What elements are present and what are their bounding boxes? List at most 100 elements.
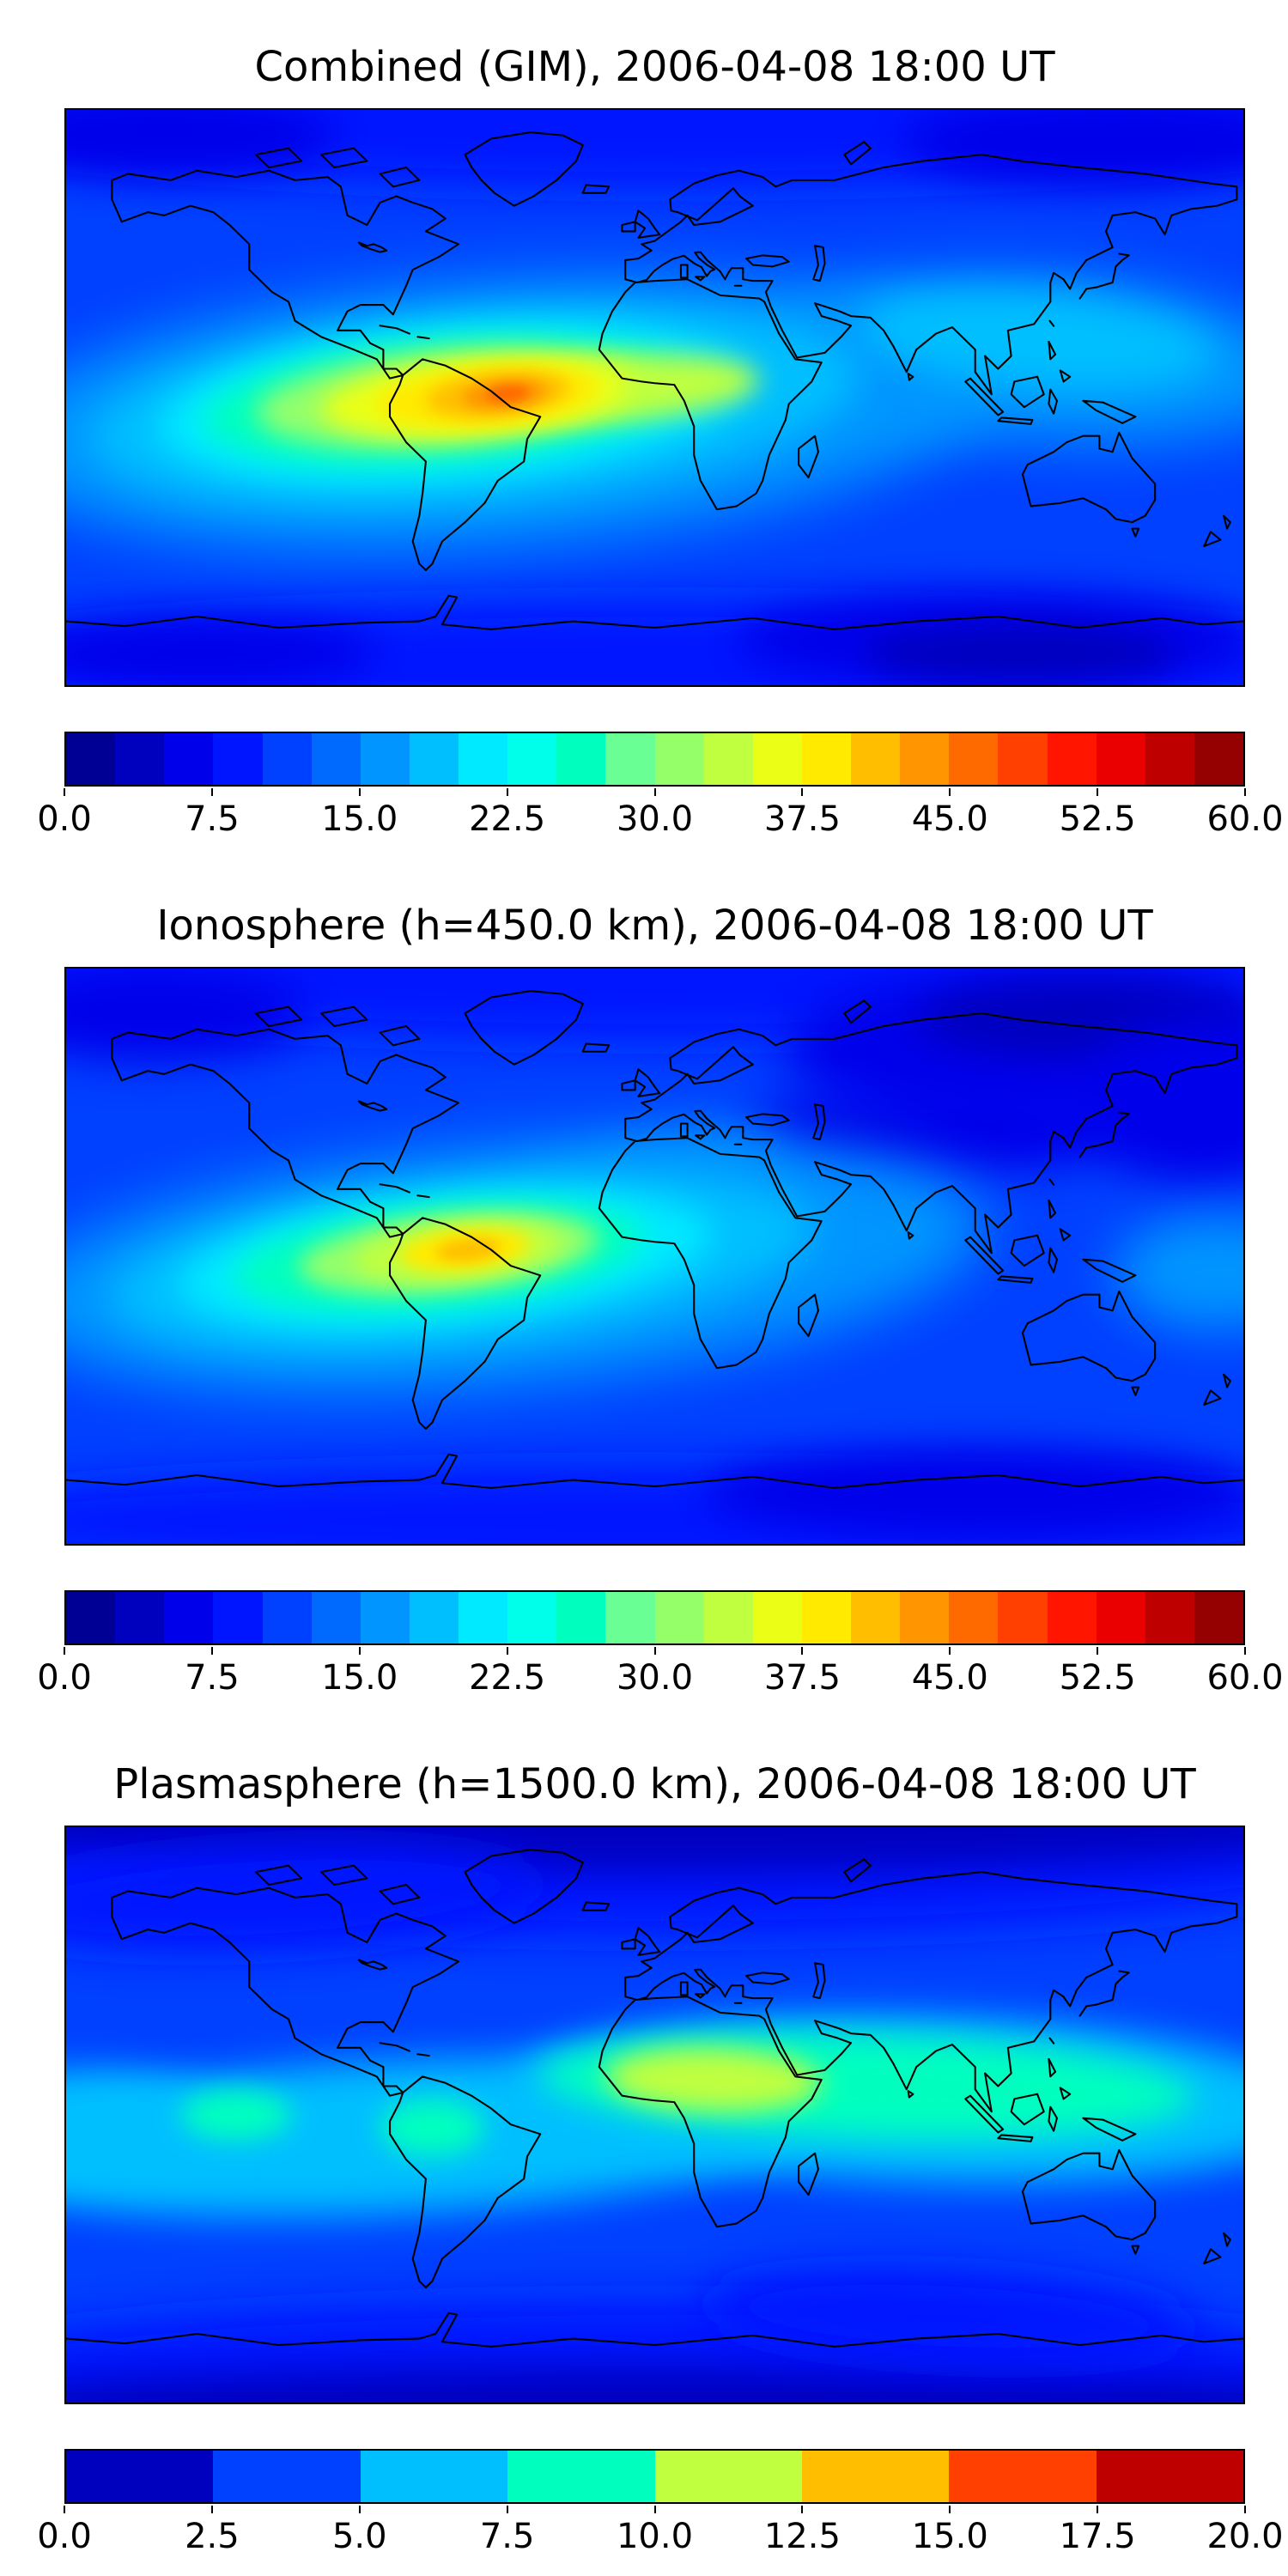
- colorbar-tick-label: 15.0: [911, 2517, 988, 2556]
- colorbar-tick-label: 30.0: [616, 1658, 694, 1698]
- colorbar-combined: [64, 732, 1245, 787]
- colorbar-segment: [654, 2451, 802, 2502]
- colorbar-segment: [311, 733, 361, 785]
- colorbar-tick-label: 37.5: [763, 799, 841, 839]
- coastlines: [66, 131, 1243, 630]
- colorbar-segment: [703, 1592, 753, 1643]
- colorbar-ionosphere: [64, 1590, 1245, 1645]
- colorbar-tick-label: 0.0: [37, 2517, 92, 2556]
- colorbar-segment: [605, 733, 655, 785]
- colorbar-tick-label: 17.5: [1059, 2517, 1136, 2556]
- colorbar-segment: [801, 733, 851, 785]
- colorbar-ticks-ionosphere: 0.0 7.5 15.0 22.5 30.0 37.5 45.0 52.5 60.0: [37, 1645, 1284, 1717]
- colorbar-tick-label: 37.5: [763, 1658, 841, 1698]
- colorbar-segment: [213, 1592, 263, 1643]
- colorbar-segment: [507, 2451, 655, 2502]
- colorbar-tick-mark: [1097, 2506, 1099, 2513]
- colorbar-segment: [262, 1592, 312, 1643]
- colorbar-segment: [164, 1592, 214, 1643]
- colorbar-segment: [949, 733, 999, 785]
- colorbar-tick-mark: [210, 2506, 213, 2513]
- colorbar-segment: [1096, 2451, 1243, 2502]
- colorbar-segment: [507, 733, 557, 785]
- colorbar-ticks-plasmasphere: 0.0 2.5 5.0 7.5 10.0 12.5 15.0 17.5 20.0: [37, 2504, 1284, 2576]
- colorbar-segment: [1096, 733, 1145, 785]
- colorbar-tick-label: 52.5: [1059, 1658, 1136, 1698]
- colorbar-segment: [459, 1592, 508, 1643]
- colorbar-segment: [507, 1592, 557, 1643]
- coastlines: [66, 990, 1243, 1489]
- colorbar-segment: [213, 733, 263, 785]
- colorbar-segment: [66, 1592, 116, 1643]
- colorbar-segment: [164, 733, 214, 785]
- panel-combined-gim: Combined (GIM), 2006-04-08 18:00 UT 0.0 7…: [0, 0, 1288, 859]
- colorbar-tick-label: 52.5: [1059, 799, 1136, 839]
- colorbar-tick-label: 22.5: [469, 1658, 546, 1698]
- colorbar-tick-label: 45.0: [911, 1658, 988, 1698]
- colorbar-tick-label: 15.0: [321, 1658, 398, 1698]
- colorbar-tick-label: 15.0: [321, 799, 398, 839]
- colorbar-segment: [654, 733, 704, 785]
- colorbar-tick-mark: [801, 788, 804, 796]
- colorbar-segment: [66, 2451, 214, 2502]
- colorbar-tick-label: 0.0: [37, 799, 92, 839]
- world-map-plasmasphere: [64, 1826, 1245, 2404]
- colorbar-tick-label: 60.0: [1206, 799, 1284, 839]
- colorbar-tick-label: 10.0: [616, 2517, 694, 2556]
- colorbar-tick-mark: [64, 788, 65, 796]
- colorbar-segment: [262, 733, 312, 785]
- colorbar-tick-mark: [801, 2506, 804, 2513]
- colorbar-tick-mark: [210, 1647, 213, 1655]
- colorbar-tick-label: 5.0: [331, 2517, 387, 2556]
- coastlines: [66, 1849, 1243, 2348]
- colorbar-tick-label: 7.5: [185, 1658, 240, 1698]
- colorbar-segment: [703, 733, 753, 785]
- colorbar-segment: [115, 1592, 165, 1643]
- colorbar-segment: [1194, 1592, 1243, 1643]
- colorbar-tick-label: 12.5: [763, 2517, 841, 2556]
- colorbar-segment: [752, 733, 802, 785]
- colorbar-tick-label: 0.0: [37, 1658, 92, 1698]
- world-map-svg: [66, 969, 1243, 1544]
- colorbar-segment: [900, 733, 950, 785]
- colorbar-tick-mark: [506, 788, 508, 796]
- world-map-svg: [66, 1827, 1243, 2403]
- colorbar-tick-mark: [506, 2506, 508, 2513]
- colorbar-segment: [752, 1592, 802, 1643]
- colorbar-tick-mark: [64, 2506, 65, 2513]
- colorbar-tick-mark: [1244, 2506, 1246, 2513]
- colorbar-segment: [605, 1592, 655, 1643]
- colorbar-tick-mark: [653, 2506, 656, 2513]
- panel-title: Combined (GIM), 2006-04-08 18:00 UT: [254, 43, 1055, 91]
- colorbar-segment: [311, 1592, 361, 1643]
- world-map-combined: [64, 108, 1245, 687]
- colorbar-segment: [949, 2451, 1097, 2502]
- colorbar-segment: [1194, 733, 1243, 785]
- colorbar-tick-mark: [358, 1647, 361, 1655]
- colorbar-segment: [213, 2451, 361, 2502]
- colorbar-segment: [851, 733, 901, 785]
- colorbar-tick-mark: [653, 1647, 656, 1655]
- colorbar-tick-label: 7.5: [479, 2517, 535, 2556]
- colorbar-tick-mark: [1097, 1647, 1099, 1655]
- panel-plasmasphere: Plasmasphere (h=1500.0 km), 2006-04-08 1…: [0, 1717, 1288, 2576]
- colorbar-tick-mark: [653, 788, 656, 796]
- colorbar-segment: [998, 1592, 1048, 1643]
- colorbar-tick-mark: [64, 1647, 65, 1655]
- colorbar-tick-label: 20.0: [1206, 2517, 1284, 2556]
- panel-title: Plasmasphere (h=1500.0 km), 2006-04-08 1…: [113, 1760, 1196, 1808]
- colorbar-tick-mark: [1244, 788, 1246, 796]
- colorbar-segment: [1047, 733, 1097, 785]
- colorbar-segment: [409, 733, 459, 785]
- colorbar-segment: [1047, 1592, 1097, 1643]
- colorbar-tick-mark: [949, 1647, 951, 1655]
- colorbar-tick-mark: [949, 2506, 951, 2513]
- colorbar-tick-label: 2.5: [185, 2517, 240, 2556]
- colorbar-tick-label: 22.5: [469, 799, 546, 839]
- colorbar-segment: [66, 733, 116, 785]
- colorbar-tick-label: 45.0: [911, 799, 988, 839]
- colorbar-tick-label: 30.0: [616, 799, 694, 839]
- colorbar-tick-mark: [358, 2506, 361, 2513]
- colorbar-segment: [360, 2451, 508, 2502]
